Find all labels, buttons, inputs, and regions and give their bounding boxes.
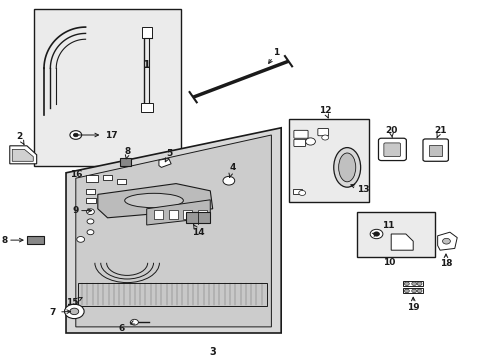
Text: 6: 6 [118,321,134,333]
FancyBboxPatch shape [383,143,400,157]
Circle shape [442,238,449,244]
Text: 9: 9 [72,206,91,215]
Polygon shape [76,135,271,327]
Text: 5: 5 [165,149,172,162]
Text: 11: 11 [371,221,394,237]
Circle shape [87,230,94,235]
Bar [141,103,153,112]
Text: 1: 1 [142,60,150,70]
Ellipse shape [338,153,355,182]
Circle shape [77,237,84,242]
Text: 12: 12 [318,106,331,118]
Text: 7: 7 [50,307,70,317]
Circle shape [86,209,94,215]
Bar [293,189,302,194]
FancyBboxPatch shape [293,139,305,147]
FancyBboxPatch shape [293,130,307,138]
Text: 21: 21 [433,126,446,138]
Bar [356,212,434,257]
Bar [117,179,126,184]
Bar [154,210,163,219]
Bar [185,212,210,223]
Bar [403,288,422,293]
Bar [102,175,112,180]
Bar [85,198,96,203]
Text: 13: 13 [350,184,369,194]
Circle shape [73,133,78,137]
Polygon shape [10,146,37,164]
Text: 8: 8 [2,236,23,245]
Bar [403,281,422,286]
Text: 3: 3 [209,347,216,357]
Text: 14: 14 [191,225,204,237]
Circle shape [70,308,79,315]
Text: 19: 19 [406,297,419,312]
Polygon shape [146,200,210,225]
Bar [34,9,181,166]
Circle shape [404,289,408,293]
Circle shape [373,232,379,236]
Circle shape [369,229,382,239]
Text: 8: 8 [125,147,131,159]
Bar [120,158,130,166]
Bar [288,119,368,202]
Bar [168,210,177,219]
FancyBboxPatch shape [378,138,406,161]
Text: 4: 4 [228,163,235,177]
Circle shape [223,176,234,185]
Circle shape [411,289,416,293]
Circle shape [321,135,328,140]
Polygon shape [66,128,281,333]
Text: 20: 20 [384,126,397,138]
Text: 1: 1 [268,48,279,63]
FancyBboxPatch shape [422,139,447,161]
Circle shape [416,282,421,285]
Circle shape [305,138,315,145]
Circle shape [64,304,84,319]
Bar [198,210,206,219]
Text: 10: 10 [382,258,394,267]
Bar [85,175,98,182]
FancyBboxPatch shape [317,129,328,136]
Circle shape [87,219,94,224]
Polygon shape [437,232,456,250]
Polygon shape [12,149,33,161]
Circle shape [298,190,305,195]
Text: 2: 2 [17,132,24,144]
Polygon shape [390,234,412,250]
Bar [183,210,192,219]
Circle shape [404,282,408,285]
Bar [27,236,44,244]
Polygon shape [98,184,212,218]
Text: 15: 15 [66,298,82,307]
Text: 17: 17 [79,131,118,140]
Bar [428,145,441,156]
Circle shape [411,282,416,285]
Circle shape [130,319,138,325]
Bar [142,27,151,38]
Circle shape [70,131,81,139]
Circle shape [416,289,421,293]
Ellipse shape [333,148,360,187]
Text: 18: 18 [439,254,451,268]
Text: 16: 16 [69,170,82,179]
Bar [85,189,95,194]
Bar [78,283,266,306]
Ellipse shape [124,193,183,208]
Polygon shape [159,158,171,167]
